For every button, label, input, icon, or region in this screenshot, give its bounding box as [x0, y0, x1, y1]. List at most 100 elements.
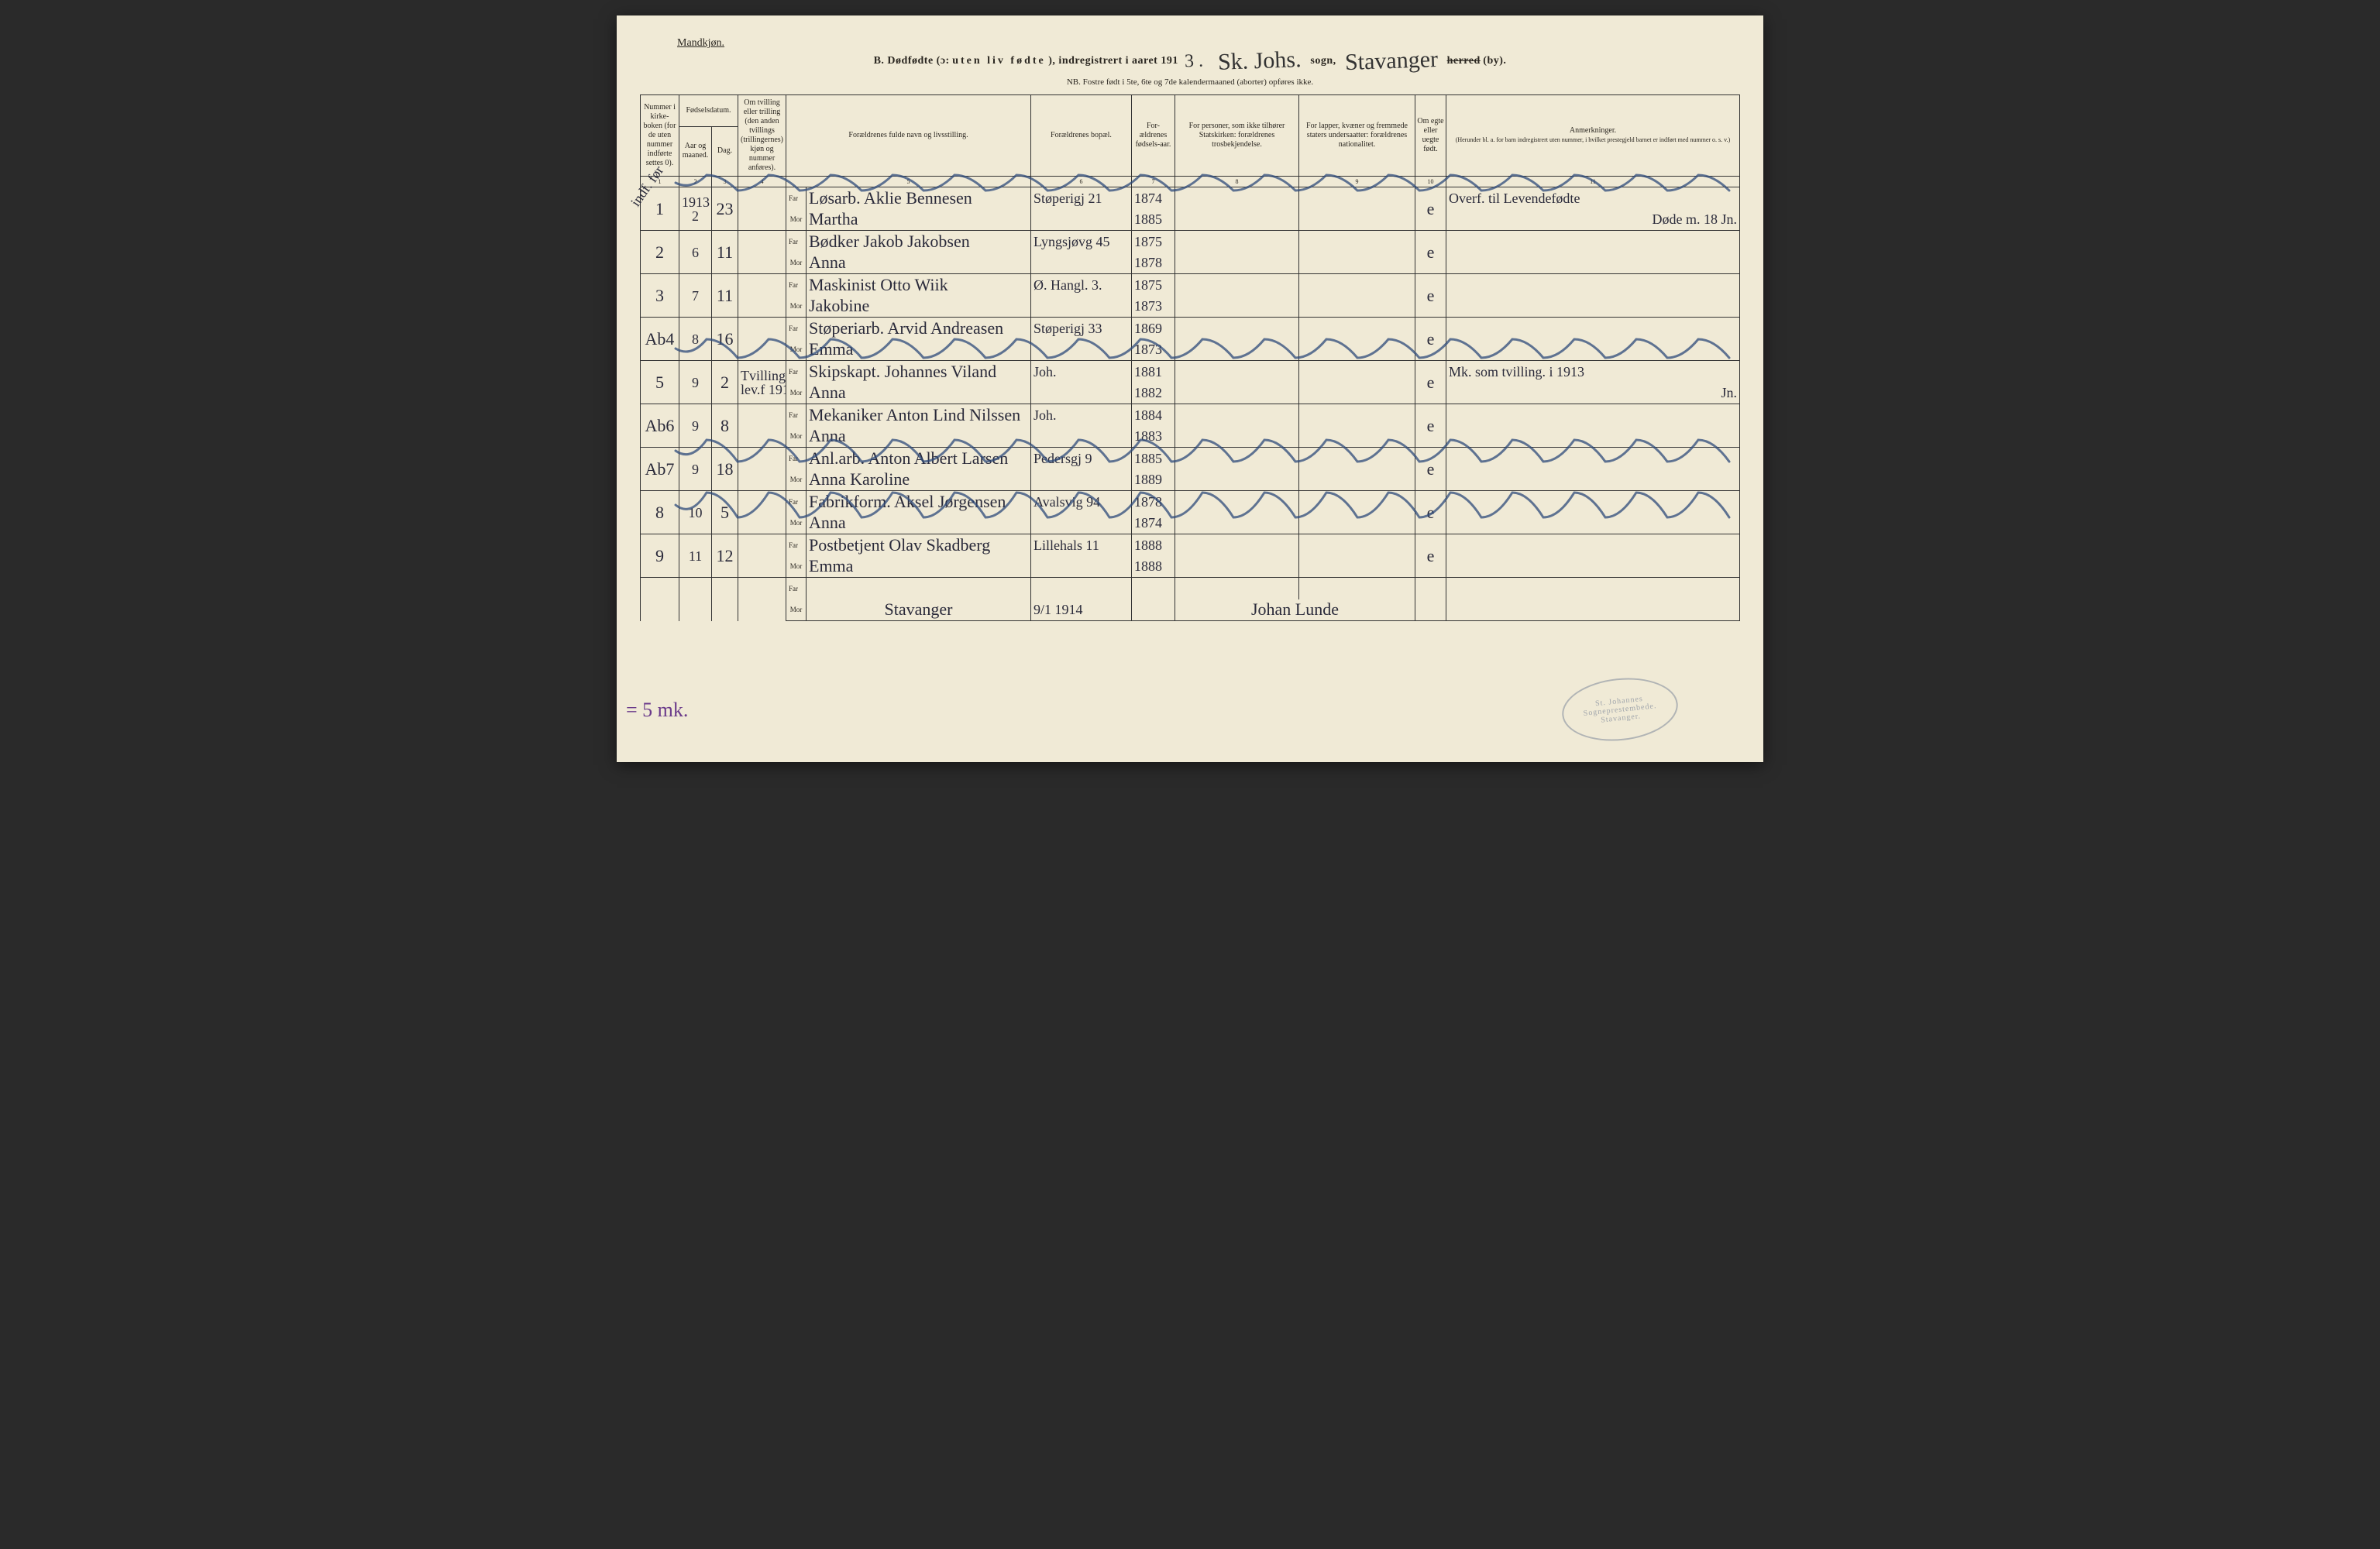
row-aar: 8	[679, 318, 712, 361]
table-row: Ab698FarMekaniker Anton Lind NilssenJoh.…	[641, 404, 1740, 426]
row-aar: 10	[679, 491, 712, 534]
row-anm-top	[1446, 404, 1740, 426]
row-num: Ab6	[641, 404, 679, 448]
mor-label: Mor	[786, 469, 807, 491]
row-egte: e	[1415, 187, 1446, 231]
mor-label: Mor	[786, 252, 807, 274]
table-row: 8105FarFabrikform. Aksel JørgensenAvalsv…	[641, 491, 1740, 513]
sogn-label: sogn,	[1310, 55, 1336, 67]
row-dag: 23	[712, 187, 738, 231]
col-trosbekjendelse: For personer, som ikke tilhører Statskir…	[1175, 95, 1299, 177]
title-mid: ), indregistrert i aaret 191	[1048, 55, 1178, 67]
row-num: 8	[641, 491, 679, 534]
row-bopel: Støperigj 21	[1031, 187, 1132, 209]
far-aar: 1884	[1132, 404, 1175, 426]
row-nat	[1299, 534, 1415, 556]
far-name: Bødker Jakob Jakobsen	[807, 231, 1031, 252]
mor-aar: 1885	[1132, 209, 1175, 231]
row-tros	[1175, 318, 1299, 339]
row-num: 9	[641, 534, 679, 578]
col-egte: Om egte eller uegte født.	[1415, 95, 1446, 177]
row-num: 5	[641, 361, 679, 404]
far-label: Far	[786, 231, 807, 252]
colnum: 11	[1446, 177, 1740, 187]
row-tvilling	[738, 448, 786, 491]
mor-aar: 1889	[1132, 469, 1175, 491]
row-tvilling	[738, 534, 786, 578]
colnum: 3	[712, 177, 738, 187]
far-aar: 1881	[1132, 361, 1175, 383]
far-label: Far	[786, 361, 807, 383]
far-name: Mekaniker Anton Lind Nilssen	[807, 404, 1031, 426]
row-anm-bot	[1446, 296, 1740, 318]
far-aar: 1878	[1132, 491, 1175, 513]
mor-label: Mor	[786, 339, 807, 361]
row-anm-top	[1446, 448, 1740, 469]
far-label: Far	[786, 534, 807, 556]
table-row: Ab7918FarAnl.arb. Anton Albert LarsenPed…	[641, 448, 1740, 469]
row-anm-top	[1446, 318, 1740, 339]
row-aar: 9	[679, 404, 712, 448]
row-tros	[1175, 404, 1299, 426]
row-egte: e	[1415, 534, 1446, 578]
table-row: MorAnna1883	[641, 426, 1740, 448]
row-dag: 8	[712, 404, 738, 448]
footer-place: Stavanger	[807, 599, 1031, 621]
row-num: 3	[641, 274, 679, 318]
row-aar: 7	[679, 274, 712, 318]
title-prefix: B. Dødfødte (ɔ:	[874, 55, 950, 67]
col-nummer: Nummer i kirke-boken (for de uten nummer…	[641, 95, 679, 177]
row-aar: 9	[679, 361, 712, 404]
far-aar: 1869	[1132, 318, 1175, 339]
colnum: 5	[786, 177, 1031, 187]
row-anm-top	[1446, 231, 1740, 252]
colnum: 4	[738, 177, 786, 187]
row-bopel: Pedersgj 9	[1031, 448, 1132, 469]
col-anmerkninger: Anmerkninger. (Herunder bl. a. for barn …	[1446, 95, 1740, 177]
col-tvilling: Om tvilling eller trilling (den anden tv…	[738, 95, 786, 177]
row-anm-top	[1446, 534, 1740, 556]
far-label: Far	[786, 448, 807, 469]
row-tros	[1175, 534, 1299, 556]
mor-label: Mor	[786, 209, 807, 231]
row-bopel: Avalsvig 94	[1031, 491, 1132, 513]
row-nat	[1299, 318, 1415, 339]
row-egte: e	[1415, 448, 1446, 491]
far-aar: 1874	[1132, 187, 1175, 209]
mor-aar: 1882	[1132, 383, 1175, 404]
row-dag: 11	[712, 274, 738, 318]
row-nat	[1299, 274, 1415, 296]
row-bopel: Lillehals 11	[1031, 534, 1132, 556]
row-dag: 16	[712, 318, 738, 361]
far-name: Postbetjent Olav Skadberg	[807, 534, 1031, 556]
colnum: 9	[1299, 177, 1415, 187]
anm-sub: (Herunder bl. a. for barn indregistrert …	[1456, 136, 1731, 143]
colnum: 6	[1031, 177, 1132, 187]
mor-label: Mor	[786, 426, 807, 448]
far-name: Skipskapt. Johannes Viland	[807, 361, 1031, 383]
table-row: 91112FarPostbetjent Olav SkadbergLilleha…	[641, 534, 1740, 556]
far-name: Løsarb. Aklie Bennesen	[807, 187, 1031, 209]
row-egte: e	[1415, 231, 1446, 274]
row-dag: 12	[712, 534, 738, 578]
row-tvilling	[738, 318, 786, 361]
row-dag: 18	[712, 448, 738, 491]
far-aar: 1888	[1132, 534, 1175, 556]
far-aar: 1875	[1132, 274, 1175, 296]
table-row: MorAnna Karoline1889	[641, 469, 1740, 491]
title-spaced: uten liv fødte	[952, 55, 1046, 67]
row-tvilling	[738, 404, 786, 448]
nb-note: NB. Fostre født i 5te, 6te og 7de kalend…	[640, 77, 1740, 87]
row-anm-bot	[1446, 556, 1740, 578]
row-nat	[1299, 448, 1415, 469]
row-nat	[1299, 361, 1415, 383]
colnum: 8	[1175, 177, 1299, 187]
far-aar: 1875	[1132, 231, 1175, 252]
row-bopel: Joh.	[1031, 404, 1132, 426]
row-anm-bot: Jn.	[1446, 383, 1740, 404]
row-dag: 11	[712, 231, 738, 274]
register-table: Nummer i kirke-boken (for de uten nummer…	[640, 94, 1740, 621]
table-row: MorMartha1885Døde m. 18 Jn.	[641, 209, 1740, 231]
row-egte: e	[1415, 404, 1446, 448]
row-anm-bot	[1446, 513, 1740, 534]
